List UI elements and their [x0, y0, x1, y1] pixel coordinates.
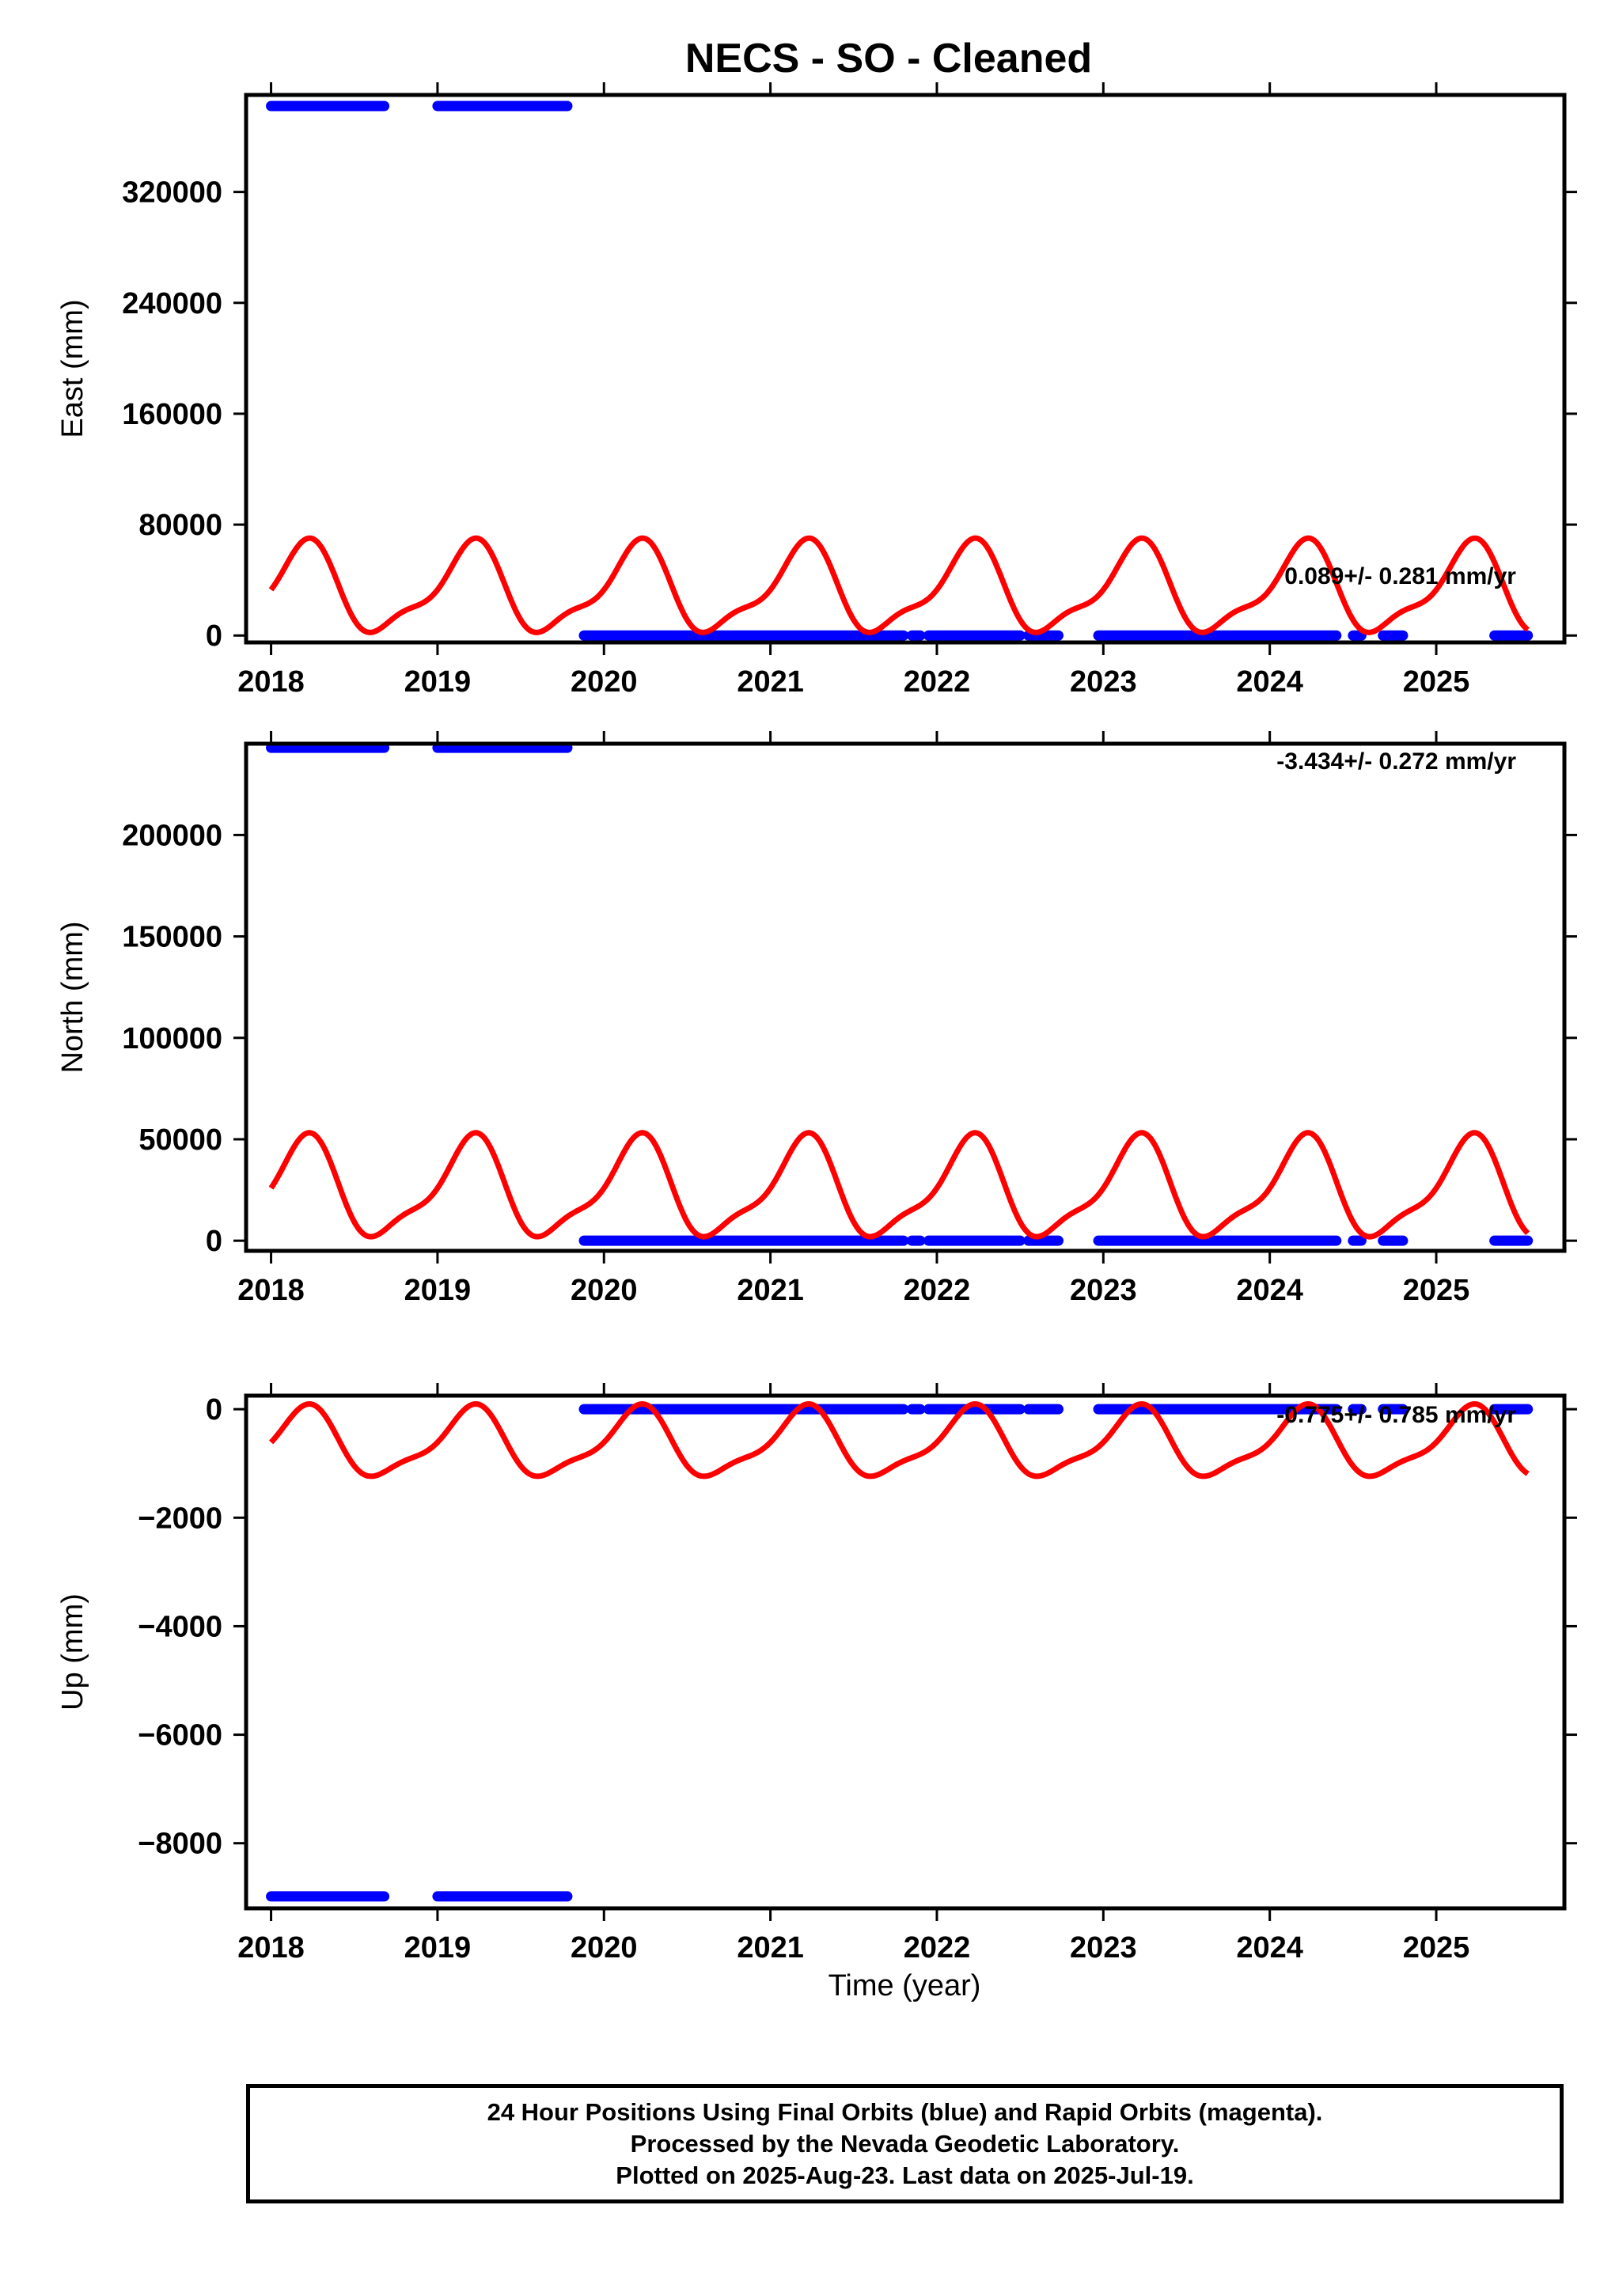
north-rate-label: -3.434+/- 0.272 mm/yr: [1276, 748, 1516, 775]
east-y-tick-label: 160000: [122, 398, 222, 431]
north-x-tick-label: 2024: [1236, 1274, 1303, 1307]
up-y-axis-title: Up (mm): [56, 1593, 89, 1711]
footer-line-3: Plotted on 2025-Aug-23. Last data on 202…: [616, 2161, 1194, 2189]
east-rate-label: 0.089+/- 0.281 mm/yr: [1284, 563, 1516, 589]
north-y-tick-label: 150000: [122, 921, 222, 954]
north-y-tick-label: 0: [206, 1225, 222, 1258]
north-x-tick-label: 2025: [1403, 1274, 1470, 1307]
north-model-curve: [268, 1130, 1530, 1240]
up-y-tick-label: 0: [206, 1393, 222, 1426]
footer-line-2: Processed by the Nevada Geodetic Laborat…: [630, 2129, 1180, 2158]
up-x-tick-label: 2024: [1236, 1931, 1303, 1964]
east-panel: East (mm) 0 80000 160000 240000 320000 2018 201…: [56, 82, 1577, 699]
east-x-tick-label: 2024: [1236, 665, 1303, 699]
north-x-tick-label: 2021: [737, 1274, 804, 1307]
east-frame: [244, 93, 1567, 645]
up-y-tick-label: −4000: [138, 1610, 222, 1643]
east-x-tick-label: 2020: [571, 665, 638, 699]
east-x-tick-label: 2018: [237, 665, 305, 699]
east-y-tick-label: 0: [206, 619, 222, 653]
up-x-tick-label: 2023: [1070, 1931, 1137, 1964]
east-x-tick-label: 2019: [404, 665, 472, 699]
up-x-tick-label: 2018: [237, 1931, 305, 1964]
east-y-axis-title: East (mm): [56, 299, 89, 438]
east-y-tick-label: 240000: [122, 287, 222, 320]
up-rate-label: -0.775+/- 0.785 mm/yr: [1276, 1402, 1516, 1428]
north-x-tick-label: 2020: [571, 1274, 638, 1307]
up-y-tick-label: −2000: [138, 1502, 222, 1535]
east-y-tick-label: 80000: [138, 509, 222, 542]
east-x-tick-label: 2025: [1403, 665, 1470, 699]
footer-box: 24 Hour Positions Using Final Orbits (bl…: [246, 2084, 1564, 2203]
up-x-tick-label: 2022: [904, 1931, 971, 1964]
east-model-curve: [268, 535, 1530, 635]
east-x-tick-label: 2021: [737, 665, 804, 699]
north-x-tick-label: 2019: [404, 1274, 472, 1307]
east-x-tick-label: 2023: [1070, 665, 1137, 699]
footer-line-1: 24 Hour Positions Using Final Orbits (bl…: [487, 2097, 1323, 2126]
x-axis-title: Time (year): [828, 1969, 981, 2002]
up-x-tick-label: 2021: [737, 1931, 804, 1964]
up-x-tick-label: 2025: [1403, 1931, 1470, 1964]
north-panel: North (mm) 0 50000 100000 150000 200000 2018 20…: [56, 731, 1577, 1307]
up-panel: Up (mm) 0 −2000 −4000 −6000 −8000 2018 2019 2020…: [56, 1383, 1577, 1964]
north-x-tick-label: 2018: [237, 1274, 305, 1307]
up-x-tick-label: 2019: [404, 1931, 472, 1964]
north-y-tick-label: 200000: [122, 819, 222, 852]
east-x-tick-label: 2022: [904, 665, 971, 699]
chart-title: NECS - SO - Cleaned: [684, 36, 1093, 81]
up-x-tick-label: 2020: [571, 1931, 638, 1964]
up-model-curve: [269, 1400, 1530, 1480]
north-y-tick-label: 100000: [122, 1022, 222, 1055]
up-y-tick-label: −8000: [138, 1828, 222, 1861]
north-y-axis-title: North (mm): [56, 921, 89, 1073]
north-x-tick-label: 2022: [904, 1274, 971, 1307]
north-frame: [244, 741, 1567, 1253]
east-y-tick-label: 320000: [122, 176, 222, 210]
up-y-tick-label: −6000: [138, 1719, 222, 1752]
north-x-tick-label: 2023: [1070, 1274, 1137, 1307]
north-y-tick-label: 50000: [138, 1123, 222, 1157]
up-frame: [244, 1393, 1567, 1911]
